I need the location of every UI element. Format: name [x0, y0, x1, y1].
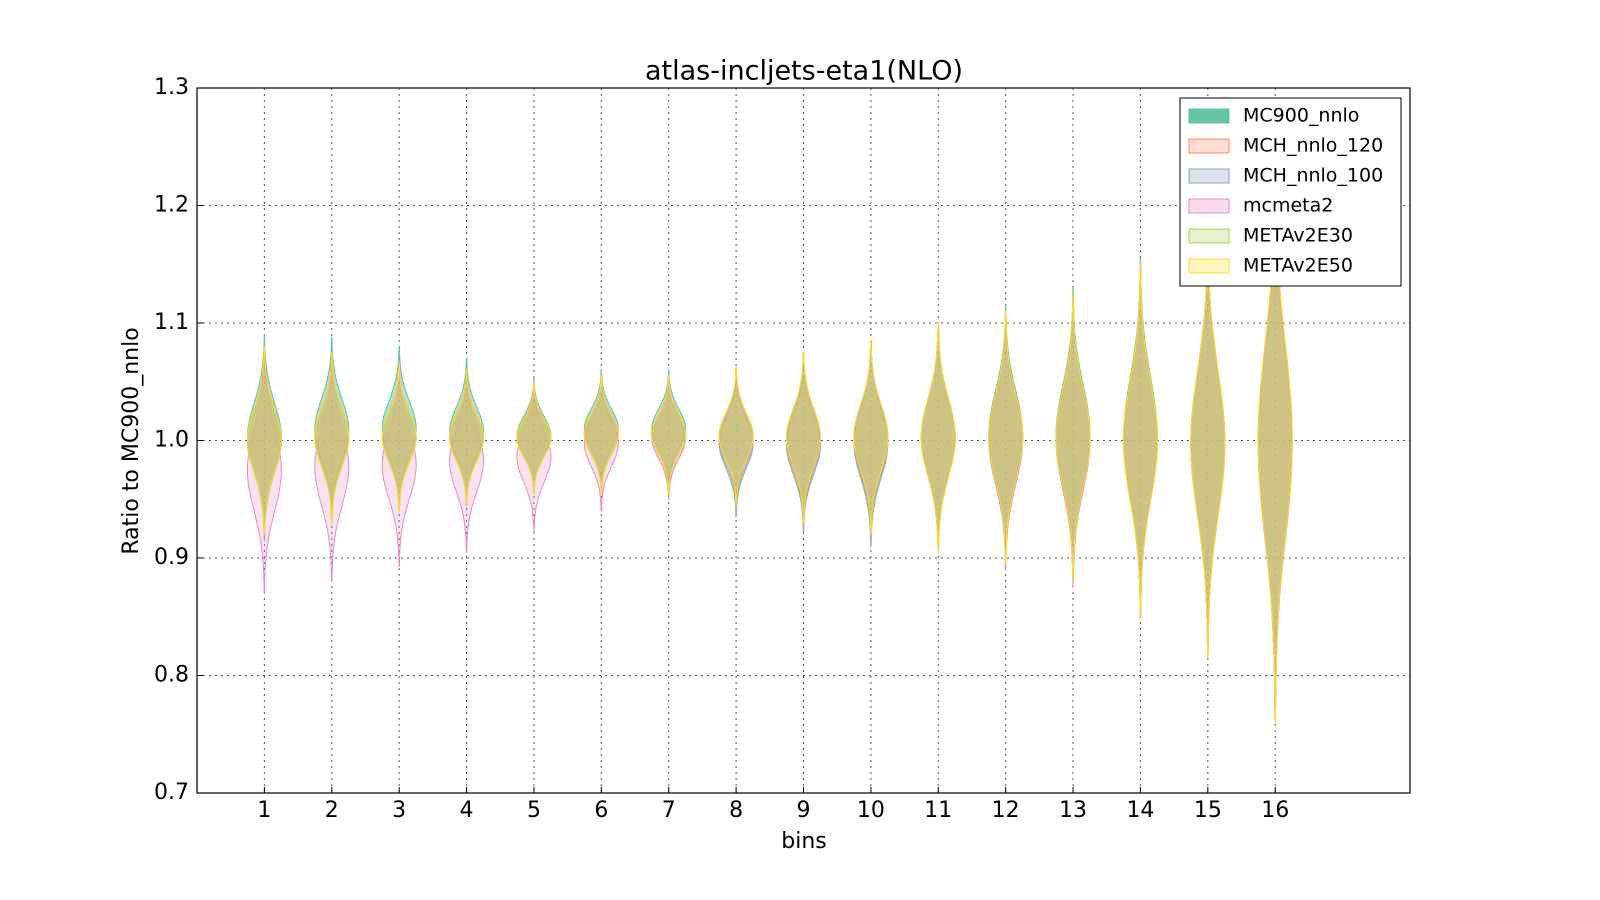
- x-tick-label: 11: [924, 798, 952, 823]
- violin: [718, 367, 754, 506]
- x-tick-label: 14: [1126, 798, 1154, 823]
- violin: [314, 351, 350, 524]
- x-tick-label: 7: [662, 798, 676, 823]
- legend-swatch: [1188, 258, 1230, 274]
- legend-swatch: [1188, 108, 1230, 124]
- x-tick-label: 10: [857, 798, 885, 823]
- x-axis-label: bins: [781, 829, 826, 854]
- x-tick-label: 3: [392, 798, 406, 823]
- y-tick-label: 0.7: [154, 780, 189, 805]
- x-tick-label: 15: [1194, 798, 1222, 823]
- legend-label: METAv2E30: [1243, 225, 1353, 247]
- violin: [449, 369, 485, 506]
- violin: [381, 363, 417, 512]
- violin: [988, 310, 1024, 565]
- violin: [246, 346, 282, 535]
- y-tick-label: 0.9: [154, 545, 189, 570]
- violin: [1122, 263, 1158, 618]
- legend-label: MC900_nnlo: [1243, 105, 1359, 127]
- x-tick-label: 6: [594, 798, 608, 823]
- plot-frame: [196, 87, 1411, 794]
- violin: [583, 375, 619, 494]
- violin: [516, 381, 552, 494]
- x-tick-label: 12: [992, 798, 1020, 823]
- legend-label: mcmeta2: [1243, 195, 1333, 217]
- x-tick-label: 4: [460, 798, 474, 823]
- y-tick-label: 0.8: [154, 663, 189, 688]
- violin: [314, 336, 350, 524]
- y-tick-label: 1.1: [154, 310, 189, 335]
- legend-frame: [1179, 97, 1402, 287]
- violin: [785, 351, 822, 524]
- legend-swatch: [1188, 198, 1230, 214]
- y-axis-label: Ratio to MC900_nnlo: [119, 327, 144, 554]
- legend-label: MCH_nnlo_120: [1243, 135, 1383, 157]
- y-tick-label: 1.0: [154, 428, 189, 453]
- x-tick-label: 2: [325, 798, 339, 823]
- violin: [1055, 293, 1091, 582]
- legend-label: MCH_nnlo_100: [1243, 165, 1383, 187]
- violin: [853, 340, 889, 535]
- legend-swatch: [1188, 228, 1230, 244]
- violin: [651, 375, 687, 494]
- x-tick-label: 9: [797, 798, 811, 823]
- violin: [583, 369, 619, 488]
- legend-swatch: [1188, 168, 1230, 184]
- legend-swatch: [1188, 138, 1230, 154]
- y-tick-label: 1.2: [154, 193, 189, 218]
- x-tick-label: 1: [257, 798, 271, 823]
- violin: [920, 322, 956, 553]
- y-tick-label: 1.3: [154, 75, 189, 100]
- x-tick-label: 16: [1261, 798, 1289, 823]
- violin: [449, 357, 485, 506]
- chart-title: atlas-incljets-eta1(NLO): [645, 56, 963, 87]
- x-tick-label: 13: [1059, 798, 1087, 823]
- legend: MC900_nnlo MCH_nnlo_120 MCH_nnlo_100mcmeta…: [1179, 97, 1402, 287]
- violin: [651, 369, 687, 488]
- violin: [516, 377, 552, 494]
- legend-label: METAv2E50: [1243, 255, 1353, 277]
- x-tick-label: 5: [527, 798, 541, 823]
- x-tick-label: 8: [729, 798, 743, 823]
- violin: [381, 346, 417, 512]
